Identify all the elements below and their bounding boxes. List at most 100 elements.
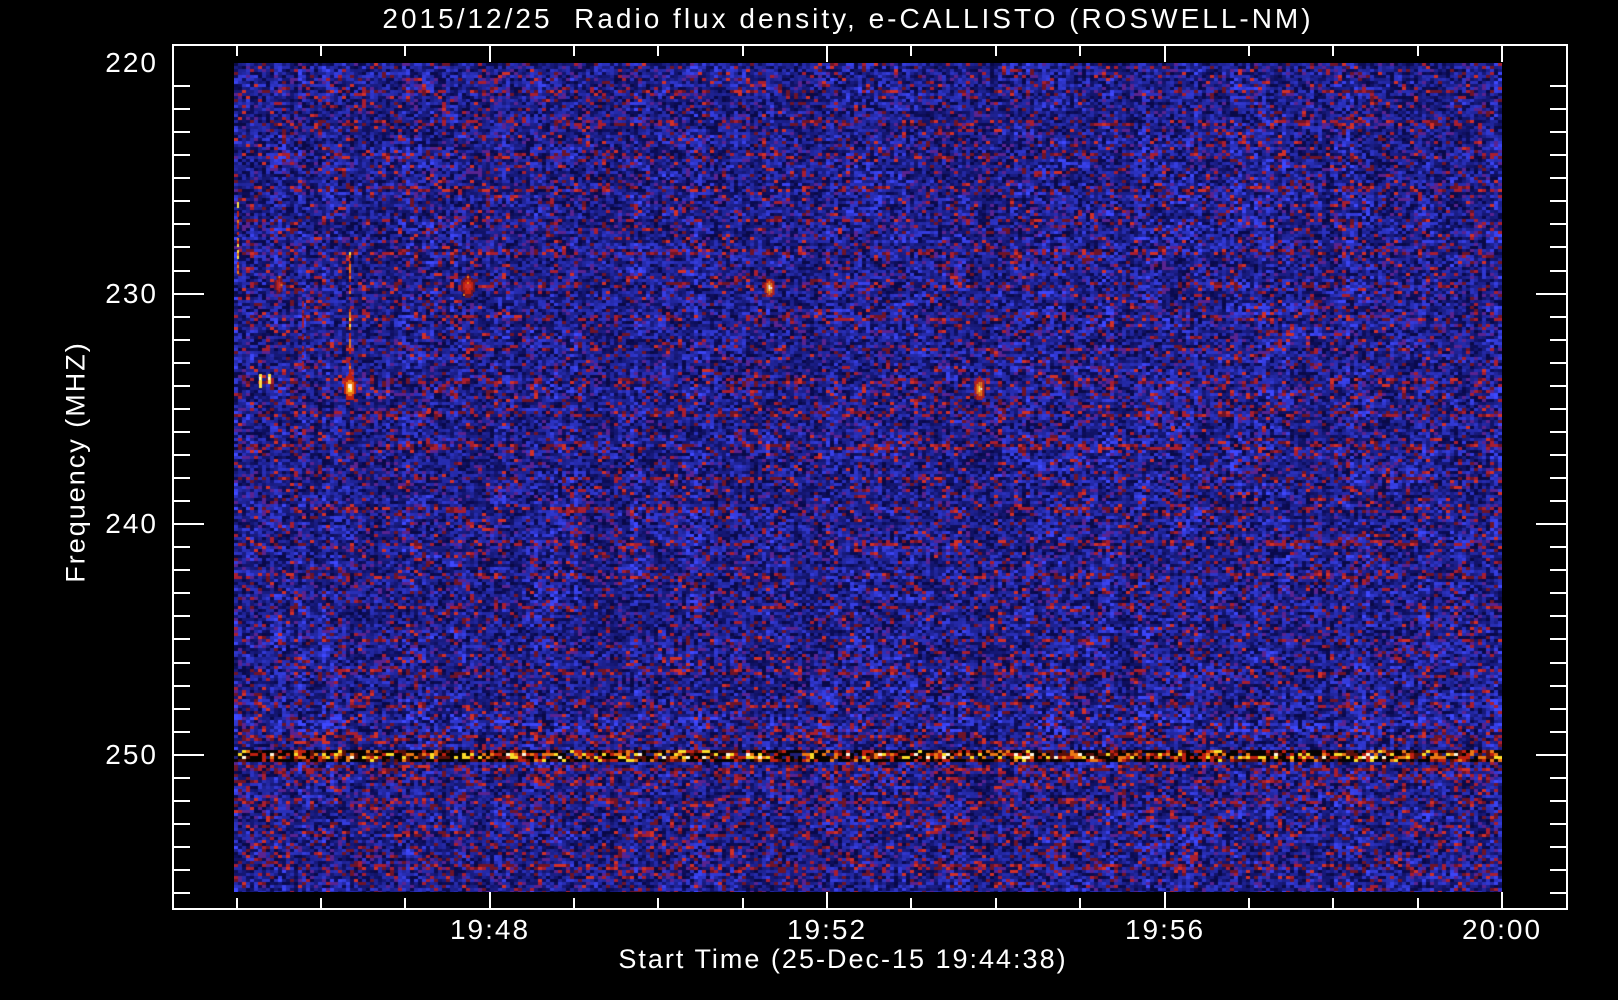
tick-mark [1550,777,1566,779]
tick-mark [1550,800,1566,802]
tick-mark [1550,869,1566,871]
tick-mark [1550,823,1566,825]
tick-mark [174,569,190,571]
tick-mark [174,638,190,640]
tick-mark [174,477,190,479]
tick-mark [174,846,190,848]
tick-mark [657,898,659,908]
tick-mark [1550,638,1566,640]
tick-mark [174,154,190,156]
y-tick-label: 250 [105,739,158,770]
x-axis-label: Start Time (25-Dec-15 19:44:38) [618,944,1068,974]
tick-mark [174,777,190,779]
x-tick-label: 19:52 [786,914,868,945]
tick-mark [1550,477,1566,479]
tick-mark [742,46,744,56]
tick-mark [1550,246,1566,248]
tick-mark [174,731,190,733]
tick-mark [174,200,190,202]
tick-mark [1550,316,1566,318]
y-tick-label: 220 [105,47,158,78]
tick-mark [174,546,190,548]
tick-mark [174,223,190,225]
tick-mark [1550,200,1566,202]
tick-mark [174,869,190,871]
tick-mark [1332,898,1334,908]
tick-mark [910,898,912,908]
tick-mark [1550,85,1566,87]
tick-mark [1164,892,1166,908]
tick-mark [910,46,912,56]
tick-mark [174,500,190,502]
tick-mark [1550,615,1566,617]
tick-mark [236,46,238,56]
tick-mark [174,662,190,664]
tick-mark [174,362,190,364]
x-tick-label: 19:48 [449,914,531,945]
tick-mark [1248,898,1250,908]
y-axis-label: Frequency (MHZ) [60,341,91,583]
plot-frame [172,44,1568,910]
tick-mark [1550,892,1566,894]
tick-mark [826,892,828,908]
tick-mark [1550,731,1566,733]
tick-mark [1501,892,1503,908]
tick-mark [404,898,406,908]
tick-mark [1550,408,1566,410]
tick-mark [1536,754,1566,756]
tick-mark [1550,177,1566,179]
x-tick-label: 20:00 [1461,914,1543,945]
tick-mark [174,892,190,894]
tick-mark [826,46,828,62]
tick-mark [1550,131,1566,133]
tick-mark [1550,662,1566,664]
tick-mark [174,800,190,802]
tick-mark [1550,846,1566,848]
tick-mark [573,898,575,908]
tick-mark [174,246,190,248]
tick-mark [1536,293,1566,295]
tick-mark [174,685,190,687]
tick-mark [174,754,204,756]
tick-mark [174,385,190,387]
tick-mark [1550,270,1566,272]
tick-mark [174,293,204,295]
tick-mark [174,615,190,617]
y-tick-label: 240 [105,508,158,539]
tick-mark [1550,569,1566,571]
plot-title: 2015/12/25 Radio flux density, e-CALLIST… [382,3,1314,34]
tick-mark [1417,898,1419,908]
tick-mark [174,823,190,825]
tick-mark [1417,46,1419,56]
tick-mark [1550,223,1566,225]
tick-mark [1332,46,1334,56]
tick-mark [1079,898,1081,908]
tick-mark [657,46,659,56]
tick-mark [489,892,491,908]
tick-mark [1550,362,1566,364]
tick-mark [489,46,491,62]
tick-mark [1550,154,1566,156]
tick-mark [174,708,190,710]
tick-mark [1550,431,1566,433]
tick-mark [1550,454,1566,456]
tick-mark [174,408,190,410]
tick-mark [174,316,190,318]
tick-mark [174,85,190,87]
tick-mark [320,46,322,56]
tick-mark [174,131,190,133]
tick-mark [573,46,575,56]
tick-mark [1550,108,1566,110]
tick-mark [174,431,190,433]
tick-mark [1550,500,1566,502]
spectrogram-canvas [234,63,1502,892]
tick-mark [995,46,997,56]
tick-mark [1550,546,1566,548]
tick-mark [1079,46,1081,56]
tick-mark [404,46,406,56]
tick-mark [1550,685,1566,687]
tick-mark [174,523,204,525]
tick-mark [1550,592,1566,594]
tick-mark [1550,708,1566,710]
